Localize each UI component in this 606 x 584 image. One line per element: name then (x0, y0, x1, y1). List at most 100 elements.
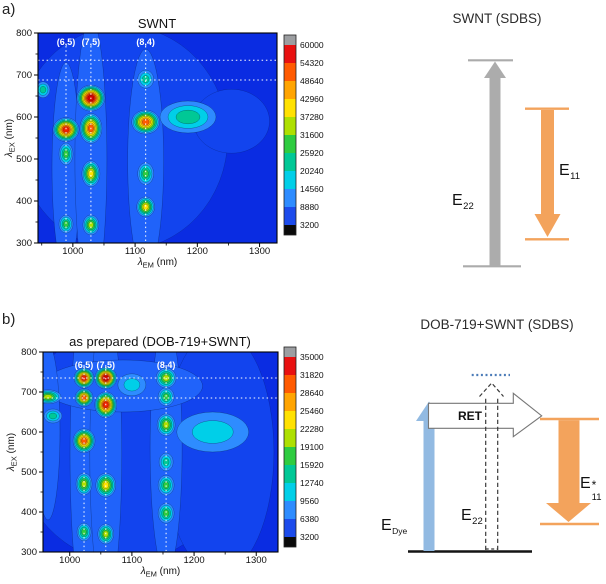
contour-ring (142, 169, 149, 178)
contour-panel-b: (6,5) (7,5) (8,4) 1000 1100 1200 1300 800 700 600… (6, 334, 324, 579)
y-tick-label: 400 (21, 507, 37, 518)
e22-excitation-arrow-head (484, 61, 506, 78)
y-tick-label: 300 (16, 238, 32, 249)
colorbar-tick-label: 25920 (300, 148, 324, 158)
edye-label: EDye (381, 517, 408, 537)
y-tick-label: 700 (21, 387, 37, 398)
colorbar-segment (284, 153, 296, 171)
x-tick-label: 1300 (246, 555, 267, 566)
colorbar-segment (284, 207, 296, 225)
colorbar-segment (284, 501, 296, 519)
e11-emission-arrow-head (534, 214, 561, 237)
y-tick-label: 500 (21, 467, 37, 478)
contour-ring (162, 457, 170, 467)
edye-arrow-shaft (423, 419, 435, 551)
contour-ring (102, 481, 109, 489)
colorbar-segment (284, 483, 296, 501)
contour-ring (175, 109, 201, 125)
colorbar-tick-label: 14560 (300, 184, 324, 194)
colorbar-tick-label: 28640 (300, 388, 324, 398)
e11star-label: E * 11 (580, 475, 602, 503)
ret-label: RET (458, 409, 482, 423)
x-axis-label: λEM (nm) (140, 566, 181, 579)
contour-ring (141, 118, 150, 126)
colorbar-segment (284, 99, 296, 117)
y-tick-label: 800 (21, 347, 37, 358)
colorbar-tick-label: 20240 (300, 166, 324, 176)
colorbar-tick-label: 3200 (300, 532, 319, 542)
colorbar-overflow-cap (284, 347, 296, 357)
x-tick-label: 1100 (122, 555, 142, 566)
plot-title: SWNT (138, 16, 176, 31)
chirality-label: (7,5) (97, 360, 116, 370)
colorbar-tick-label: 42960 (300, 94, 324, 104)
colorbar-segment (284, 45, 296, 63)
colorbar-segment (284, 411, 296, 429)
contour-panel-a: (6,5) (7,5) (8,4) 1000 1100 1200 1300 800 700 600… (4, 16, 324, 270)
colorbar-tick-label: 12740 (300, 478, 324, 488)
contour-ring (63, 220, 69, 228)
contour-ring (142, 75, 150, 84)
colorbar-underflow-cap (284, 225, 296, 235)
contour-ring (48, 412, 58, 420)
colorbar-tick-label: 19100 (300, 442, 324, 452)
chirality-label: (6,5) (75, 360, 94, 370)
e11-label-a: E11 (559, 162, 581, 183)
colorbar-underflow-cap (284, 537, 296, 547)
contour-ring (81, 480, 87, 488)
contour-ring (39, 86, 47, 94)
y-tick-label: 500 (16, 154, 32, 165)
x-tick-label: 1200 (184, 555, 205, 566)
e22-excitation-arrow-shaft (489, 76, 501, 266)
contour-plot-area: (6,5) (7,5) (8,4) (38, 33, 277, 243)
colorbar-tick-label: 54320 (300, 58, 324, 68)
e11star-emission-arrow-head (546, 503, 591, 522)
y-tick-label: 300 (21, 547, 37, 558)
colorbar-border (283, 34, 297, 236)
colorbar-tick-label: 31820 (300, 370, 324, 380)
contour-ring (123, 378, 141, 392)
colorbar-segment (284, 375, 296, 393)
contour-plot-area: (6,5) (7,5) (8,4) (43, 352, 278, 552)
x-tick-label: 1000 (62, 246, 83, 257)
energy-diagram-dob719-swnt (408, 373, 599, 553)
colorbar: 35000 31820 28640 25460 22280 19100 15920 12740… (283, 346, 324, 548)
contour-ring (163, 393, 170, 401)
x-tick-label: 1100 (125, 246, 145, 257)
colorbar-tick-label: 37280 (300, 112, 324, 122)
e22-label-b: E22 (461, 507, 483, 528)
colorbar-tick-label: 60000 (300, 40, 324, 50)
contour-ring (142, 203, 149, 210)
colorbar-segment (284, 63, 296, 81)
y-tick-label: 600 (16, 112, 32, 123)
colorbar-tick-label: 6380 (300, 514, 319, 524)
colorbar-segment (284, 171, 296, 189)
y-axis-label: λEX (nm) (4, 119, 17, 158)
colorbar-segment (284, 135, 296, 153)
contour-ring (163, 481, 170, 489)
contour-ring (62, 126, 70, 133)
colorbar-tick-label: 31600 (300, 130, 324, 140)
x-axis-label: λEM (nm) (137, 257, 178, 270)
intensity-zone (38, 33, 228, 243)
contour-ring (191, 420, 234, 444)
colorbar-segment (284, 81, 296, 99)
y-tick-label: 600 (21, 427, 37, 438)
y-tick-label: 800 (16, 28, 32, 39)
chirality-label: (8,4) (136, 37, 155, 47)
colorbar-segment (284, 429, 296, 447)
colorbar-tick-label: 25460 (300, 406, 324, 416)
colorbar-tick-label: 9560 (300, 496, 319, 506)
y-tick-label: 700 (16, 70, 32, 81)
y-tick-label: 400 (16, 196, 32, 207)
x-tick-label: 1000 (59, 555, 80, 566)
x-tick-label: 1200 (187, 246, 208, 257)
plot-title: as prepared (DOB-719+SWNT) (69, 334, 251, 349)
colorbar-segment (284, 357, 296, 375)
colorbar-tick-label: 35000 (300, 352, 324, 362)
chirality-label: (7,5) (82, 37, 101, 47)
panel-b-marker: b) (2, 311, 16, 328)
colorbar-tick-label: 3200 (300, 220, 319, 230)
